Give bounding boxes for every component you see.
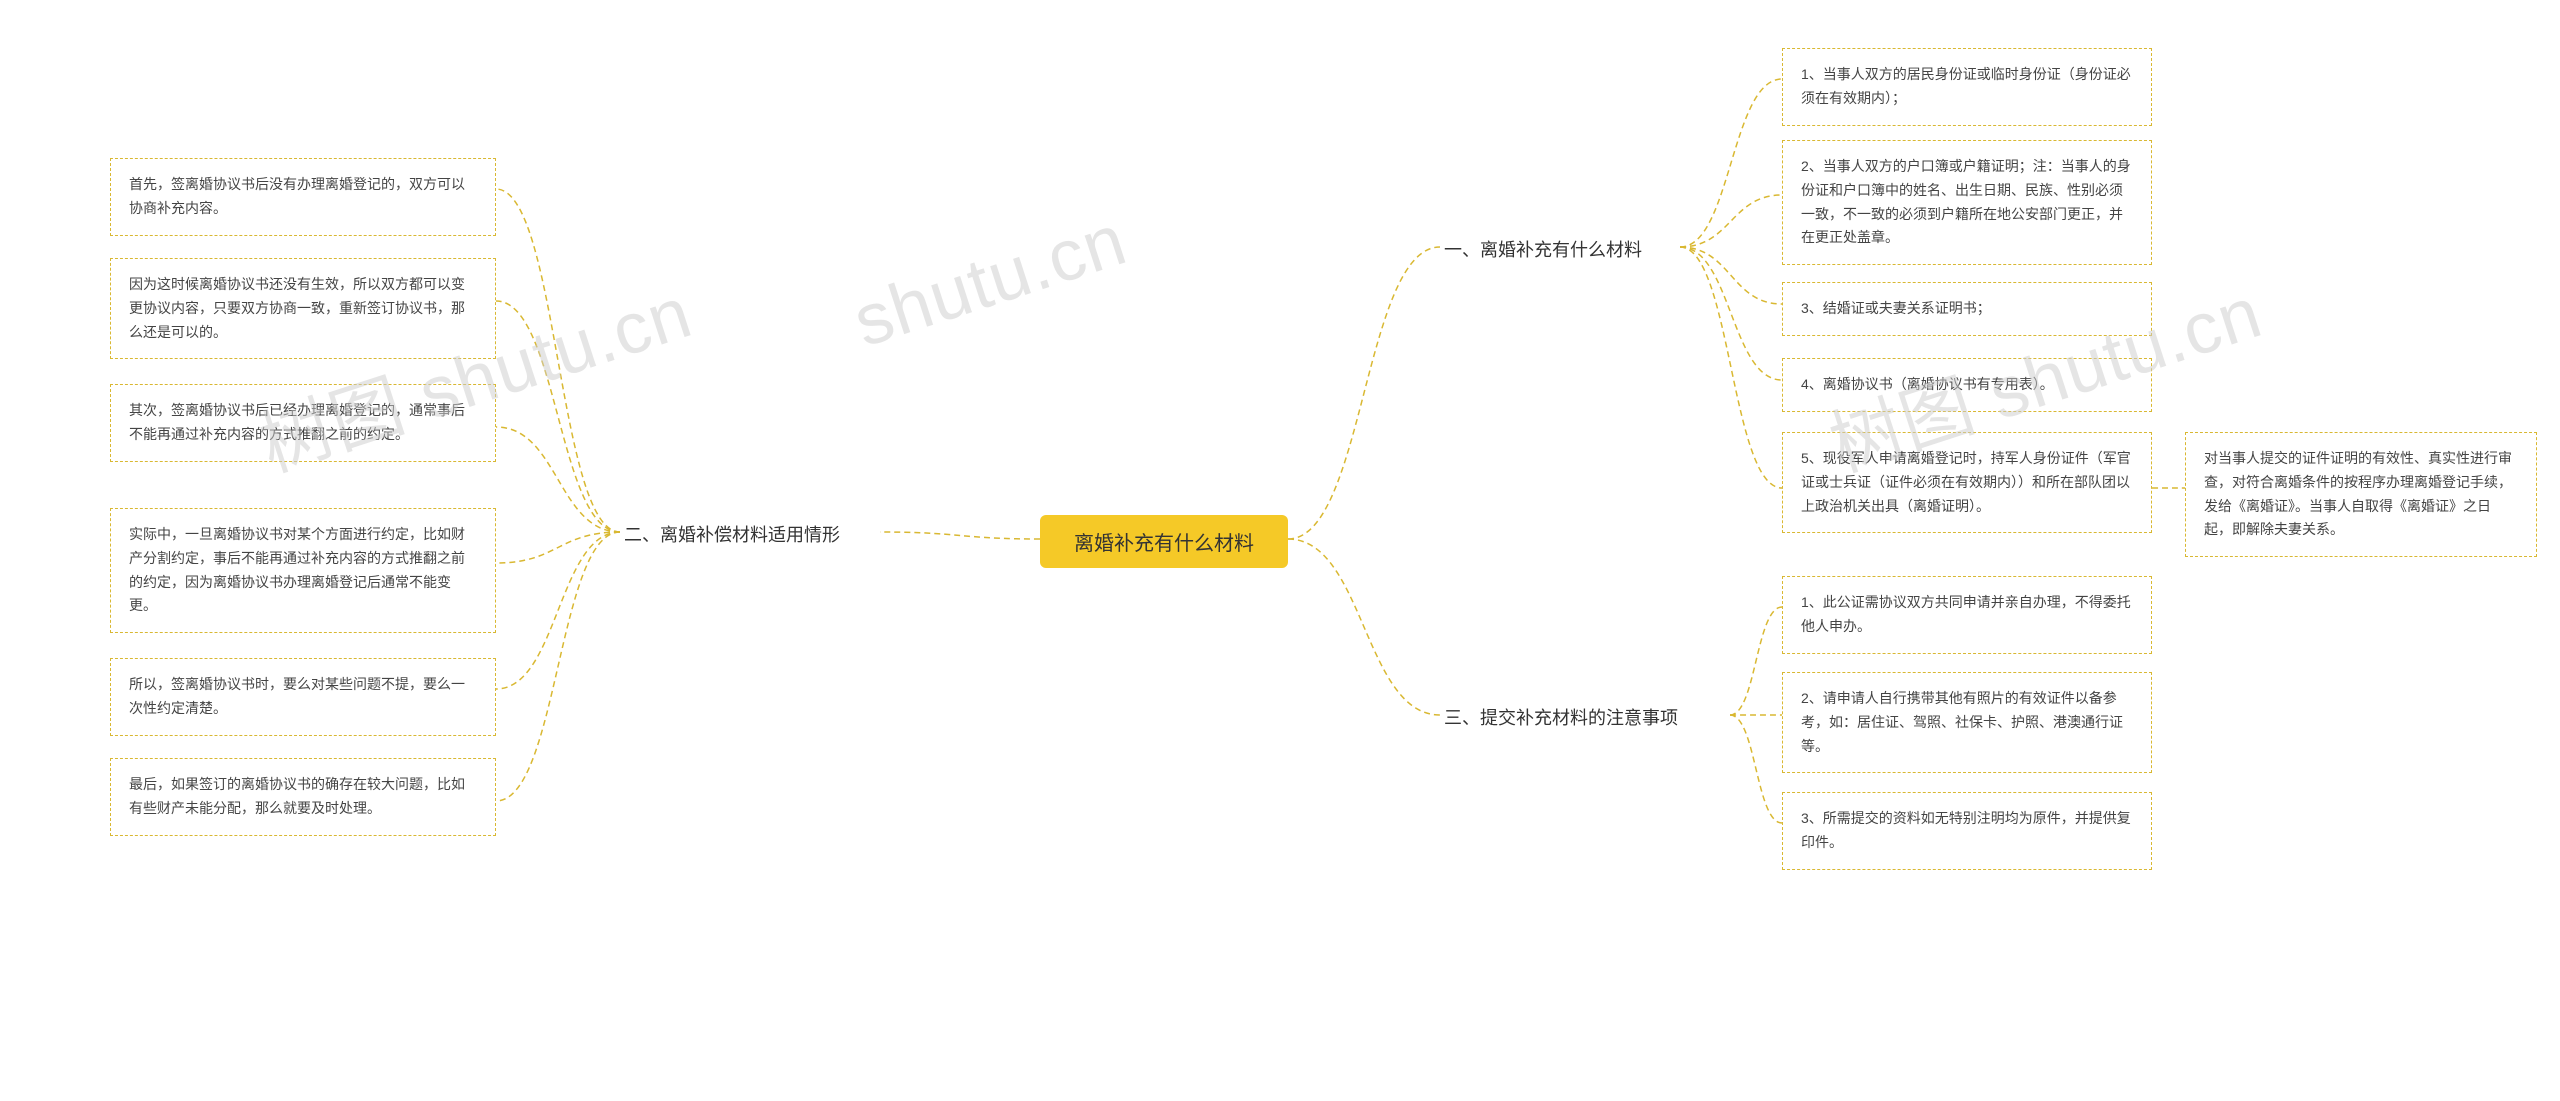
- leaf-b2-2: 因为这时候离婚协议书还没有生效，所以双方都可以变更协议内容，只要双方协商一致，重…: [110, 258, 496, 359]
- leaf-b2-5: 所以，签离婚协议书时，要么对某些问题不提，要么一次性约定清楚。: [110, 658, 496, 736]
- leaf-b1-5: 5、现役军人申请离婚登记时，持军人身份证件（军官证或士兵证（证件必须在有效期内）…: [1782, 432, 2152, 533]
- leaf-b1-4: 4、离婚协议书（离婚协议书有专用表）。: [1782, 358, 2152, 412]
- leaf-b1-1: 1、当事人双方的居民身份证或临时身份证（身份证必须在有效期内）；: [1782, 48, 2152, 126]
- leaf-b2-4: 实际中，一旦离婚协议书对某个方面进行约定，比如财产分割约定，事后不能再通过补充内…: [110, 508, 496, 633]
- leaf-b1-2: 2、当事人双方的户口簿或户籍证明；注：当事人的身份证和户口簿中的姓名、出生日期、…: [1782, 140, 2152, 265]
- leaf-b2-6: 最后，如果签订的离婚协议书的确存在较大问题，比如有些财产未能分配，那么就要及时处…: [110, 758, 496, 836]
- leaf-b3-3: 3、所需提交的资料如无特别注明均为原件，并提供复印件。: [1782, 792, 2152, 870]
- leaf-b3-2: 2、请申请人自行携带其他有照片的有效证件以备参考，如：居住证、驾照、社保卡、护照…: [1782, 672, 2152, 773]
- leaf-b1-3: 3、结婚证或夫妻关系证明书；: [1782, 282, 2152, 336]
- branch-2: 二、离婚补偿材料适用情形: [620, 515, 880, 553]
- leaf-b2-1: 首先，签离婚协议书后没有办理离婚登记的，双方可以协商补充内容。: [110, 158, 496, 236]
- leaf-b1-5a: 对当事人提交的证件证明的有效性、真实性进行审查，对符合离婚条件的按程序办理离婚登…: [2185, 432, 2537, 557]
- root-node: 离婚补充有什么材料: [1040, 515, 1288, 568]
- leaf-b2-3: 其次，签离婚协议书后已经办理离婚登记的，通常事后不能再通过补充内容的方式推翻之前…: [110, 384, 496, 462]
- branch-3: 三、提交补充材料的注意事项: [1440, 698, 1730, 736]
- leaf-b3-1: 1、此公证需协议双方共同申请并亲自办理，不得委托他人申办。: [1782, 576, 2152, 654]
- branch-1: 一、离婚补充有什么材料: [1440, 230, 1680, 268]
